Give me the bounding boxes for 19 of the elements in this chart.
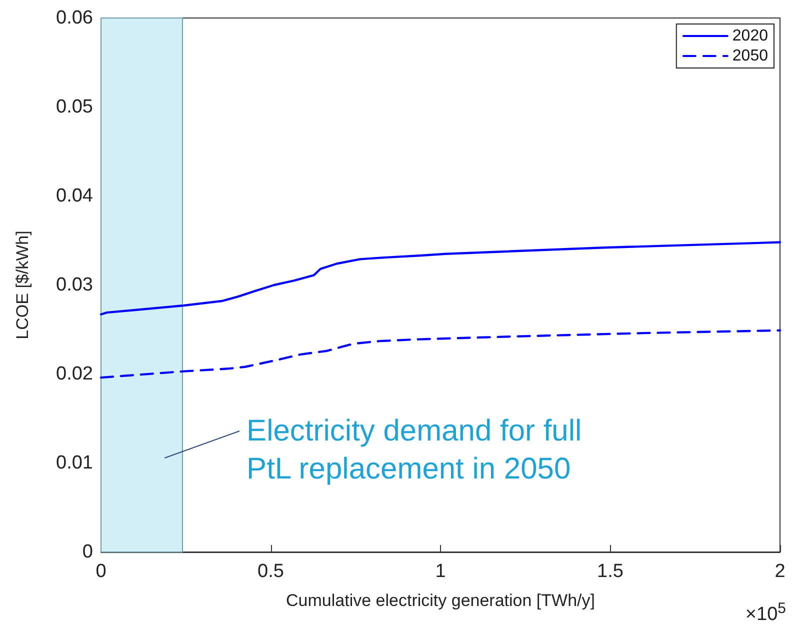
- x-tick-label: 0: [96, 561, 106, 582]
- line-series: [100, 241, 782, 316]
- band-label: Electricity demand for full PtL replacement in 2050: [246, 414, 582, 486]
- y-tick-label: 0.01: [56, 452, 93, 474]
- y-axis-title: LCOE [$/kWh]: [13, 230, 32, 340]
- y-tick-label: 0.04: [56, 186, 94, 206]
- y-tick-label: 0: [82, 542, 93, 562]
- x-tick-label: 2: [774, 561, 786, 582]
- x-axis-title: Cumulative electricity generation [TWh/y]: [286, 591, 595, 610]
- line-series: [100, 329, 782, 379]
- y-tick-label: 0.02: [56, 364, 93, 384]
- y-tick-label: 0.05: [56, 96, 93, 118]
- x-tick-label: 0.5: [258, 561, 284, 582]
- y-tick-label: 0.03: [56, 274, 93, 296]
- legend-label: 2050: [732, 48, 768, 64]
- legend-label: 2020: [732, 28, 768, 44]
- x-tick-label: 1.5: [597, 561, 624, 582]
- x-tick-label: 1: [435, 561, 446, 582]
- y-tick-label: 0.06: [56, 8, 93, 28]
